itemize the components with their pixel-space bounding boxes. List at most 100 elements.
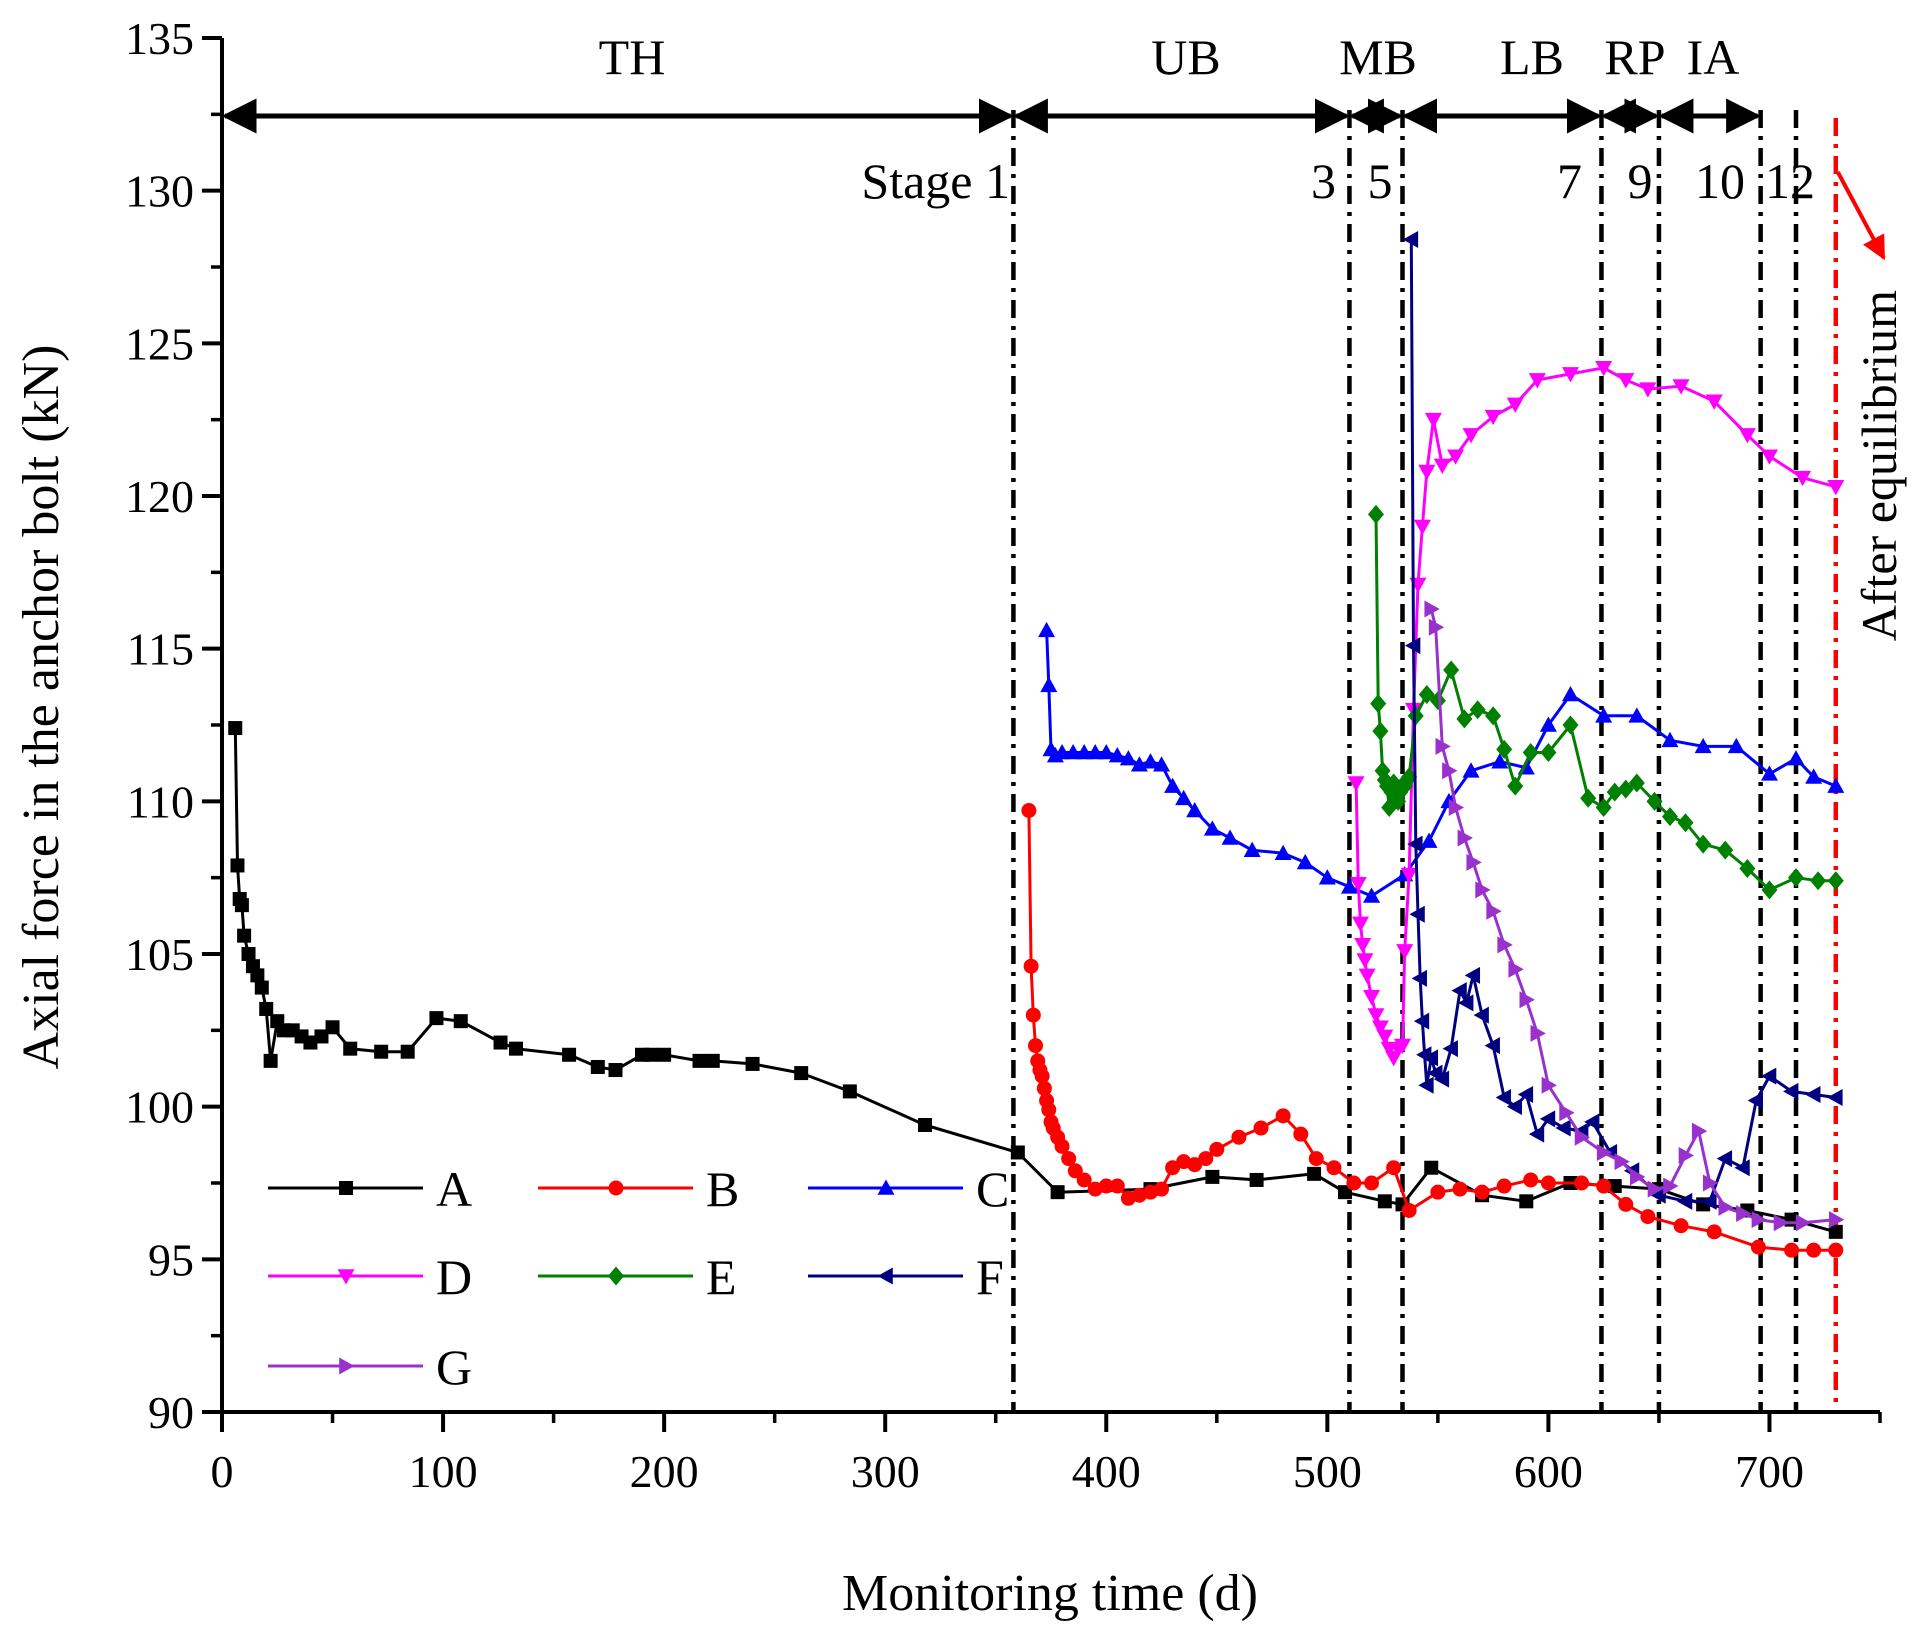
series-d [1347, 360, 1845, 1067]
data-point-g [1466, 853, 1482, 871]
data-point-a [1050, 1185, 1065, 1200]
data-point-f [1464, 966, 1481, 984]
data-point-e [1485, 706, 1502, 726]
series-layer [228, 231, 1845, 1258]
data-point-b [1308, 1151, 1324, 1167]
data-point-b [1474, 1184, 1490, 1200]
data-point-e [1522, 742, 1539, 762]
data-point-g [1614, 1153, 1630, 1171]
data-point-b [1061, 1151, 1077, 1167]
data-point-e [1810, 871, 1827, 891]
data-point-d [1433, 458, 1451, 474]
data-point-e [1677, 813, 1694, 833]
data-point-a [643, 1047, 658, 1062]
data-point-a [263, 1053, 278, 1068]
legend-label: A [436, 1161, 472, 1217]
data-point-a [1010, 1145, 1025, 1160]
data-point-c [1221, 829, 1239, 845]
data-point-e [1429, 691, 1446, 711]
data-point-f [1747, 1092, 1764, 1110]
data-point-b [1346, 1175, 1362, 1191]
data-point-e [1617, 779, 1634, 799]
data-point-c [1141, 753, 1159, 769]
data-point-d [1363, 989, 1381, 1006]
data-point-a [1338, 1185, 1353, 1200]
data-point-f [1760, 1067, 1777, 1085]
data-point-g [1497, 936, 1513, 954]
y-tick-label: 120 [125, 471, 194, 522]
data-point-d [1528, 373, 1546, 389]
data-point-a [1519, 1194, 1534, 1209]
phase-label: MB [1339, 29, 1417, 85]
data-point-c [1064, 743, 1082, 760]
data-point-d [1738, 428, 1756, 444]
data-point-e [1628, 773, 1645, 793]
data-point-e [1469, 700, 1486, 720]
stage-label-after-equilibrium: After equilibrium [1851, 290, 1907, 641]
data-point-g [1773, 1214, 1790, 1232]
data-point-f [1411, 969, 1427, 987]
data-point-f [1451, 982, 1467, 1000]
data-point-a [250, 968, 265, 983]
data-point-a [917, 1117, 932, 1132]
series-c [1038, 621, 1845, 903]
axes-layer: 0 100 200 300 400 500 600 700909510010511011512… [125, 13, 1882, 1497]
data-point-e [1496, 739, 1513, 759]
data-point-b [1187, 1157, 1203, 1173]
data-point-d [1562, 367, 1580, 383]
data-point-b [1364, 1175, 1380, 1191]
legend-label: G [436, 1339, 472, 1395]
data-point-b [1109, 1178, 1125, 1194]
data-point-c [1318, 869, 1336, 885]
data-point-b [1098, 1178, 1114, 1194]
data-point-b [1028, 1038, 1044, 1054]
data-point-b [1784, 1242, 1800, 1258]
legend: A B C D E F G [268, 1161, 1009, 1395]
data-point-b [1640, 1209, 1656, 1225]
data-point-b [1275, 1108, 1291, 1124]
data-point-f [1676, 1192, 1693, 1210]
data-point-e [1717, 840, 1734, 860]
y-axis-title: Axial force in the anchor bolt (kN) [13, 345, 70, 1070]
data-point-a [1307, 1166, 1322, 1181]
data-point-e [1646, 791, 1663, 811]
data-point-g [1530, 1024, 1546, 1042]
data-point-c [1119, 750, 1137, 766]
data-point-f [1495, 1089, 1511, 1107]
data-point-f [1517, 1085, 1534, 1103]
data-point-g [1559, 1104, 1575, 1122]
data-point-g [1663, 1177, 1679, 1195]
data-point-a [1607, 1179, 1622, 1194]
phase-label: LB [1500, 29, 1564, 85]
data-point-b [1828, 1242, 1844, 1258]
legend-marker [337, 1269, 355, 1285]
data-point-b [1401, 1202, 1417, 1218]
stage-label: 9 [1628, 153, 1653, 209]
stage-label: 7 [1557, 153, 1582, 209]
series-a [228, 721, 1843, 1239]
data-point-d [1639, 382, 1657, 398]
y-tick-label: 135 [125, 13, 194, 64]
data-point-a [228, 721, 243, 736]
data-point-c [1805, 768, 1823, 784]
data-point-e [1562, 715, 1579, 735]
data-point-e [1540, 742, 1557, 762]
stage-layer: Stage 1 3 5 7 9 10 12 After equilibrium TH UB MB LB… [221, 29, 1907, 1412]
data-point-d [1354, 938, 1372, 954]
stage-label: 10 [1695, 153, 1745, 209]
data-point-c [1727, 737, 1745, 754]
data-point-a [1249, 1172, 1264, 1187]
x-tick-label: 500 [1293, 1446, 1362, 1497]
x-tick-label: 300 [851, 1446, 920, 1497]
data-point-b [1452, 1181, 1468, 1197]
data-point-b [1036, 1080, 1052, 1096]
data-point-a [493, 1035, 508, 1050]
data-point-d [1413, 519, 1431, 536]
y-tick-label: 115 [127, 624, 194, 675]
data-point-d [1617, 373, 1635, 389]
data-point-c [1787, 750, 1805, 766]
data-point-f [1528, 1125, 1545, 1143]
data-point-e [1372, 721, 1389, 741]
data-point-c [1462, 762, 1480, 778]
data-point-f [1506, 1098, 1523, 1116]
